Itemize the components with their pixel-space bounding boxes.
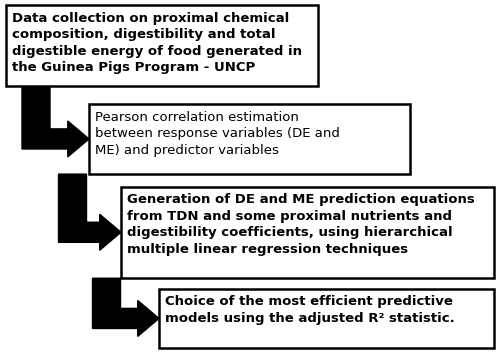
- Text: Data collection on proximal chemical
composition, digestibility and total
digest: Data collection on proximal chemical com…: [12, 12, 302, 74]
- Polygon shape: [92, 278, 159, 336]
- FancyBboxPatch shape: [89, 104, 410, 174]
- Text: Generation of DE and ME prediction equations
from TDN and some proximal nutrient: Generation of DE and ME prediction equat…: [127, 193, 475, 256]
- FancyBboxPatch shape: [159, 289, 494, 348]
- Polygon shape: [22, 86, 89, 157]
- FancyBboxPatch shape: [6, 5, 318, 86]
- Text: Pearson correlation estimation
between response variables (DE and
ME) and predic: Pearson correlation estimation between r…: [95, 111, 340, 157]
- Text: Choice of the most efficient predictive
models using the adjusted R² statistic.: Choice of the most efficient predictive …: [165, 295, 455, 325]
- FancyBboxPatch shape: [121, 187, 494, 278]
- Polygon shape: [58, 174, 121, 250]
